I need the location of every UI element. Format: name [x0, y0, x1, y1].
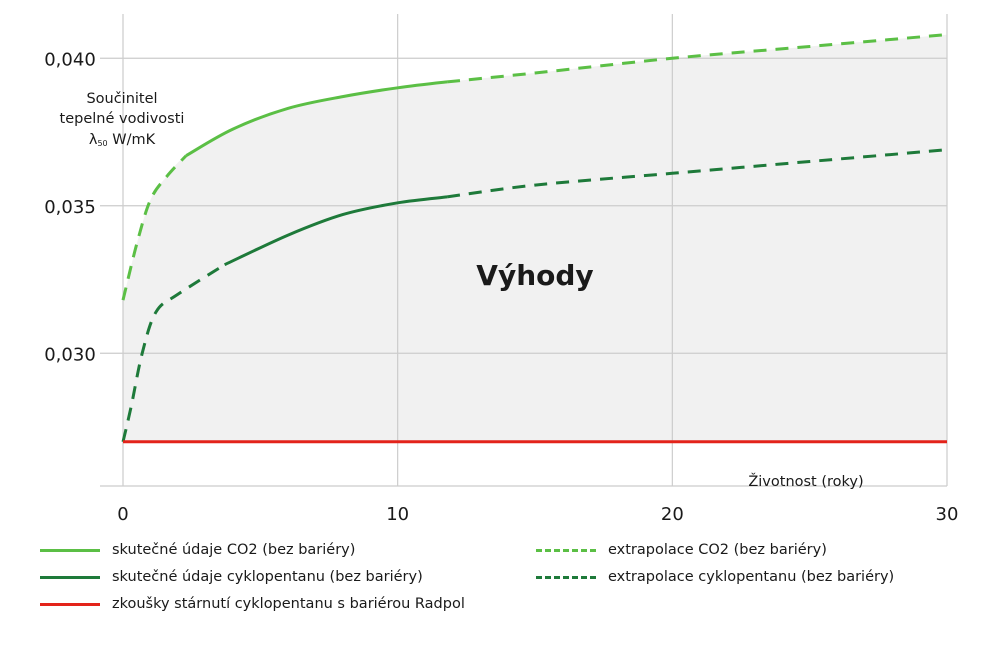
y-axis-label-line3: λ50 W/mK	[89, 132, 156, 148]
legend-label: skutečné údaje CO2 (bez bariéry)	[112, 542, 356, 558]
y-axis-label-line2: tepelné vodivosti	[60, 111, 185, 127]
legend-label: extrapolace CO2 (bez bariéry)	[608, 542, 827, 558]
x-tick-label-3: 30	[936, 504, 959, 525]
y-tick-label-2: 0,040	[44, 49, 96, 70]
y-axis-label-line1: Součinitel	[86, 91, 157, 107]
series	[121, 33, 948, 444]
legend-swatch	[40, 548, 100, 552]
legend-swatch	[536, 548, 596, 552]
series-cyclopentane-extrapolation	[121, 263, 226, 443]
y-axis-subscript: 50	[97, 139, 107, 148]
legend-item-co2-actual: skutečné údaje CO2 (bez bariéry)	[40, 542, 355, 558]
legend-label: zkoušky stárnutí cyklopentanu s bariérou…	[112, 596, 465, 612]
series-cyclopentane-extrapolation-tail	[446, 148, 948, 199]
legend-swatch	[40, 575, 100, 579]
series-cyclopentane-actual	[223, 195, 448, 267]
legend-swatch	[40, 602, 100, 606]
advantage-area-fill	[123, 34, 947, 442]
y-axis-lambda: λ	[89, 132, 98, 148]
annotation-vyhody: Výhody	[476, 259, 593, 292]
x-axis-label: Životnost (roky)	[748, 472, 863, 490]
grid	[100, 14, 948, 487]
series-co2-extrapolation-tail	[446, 33, 948, 84]
ticks: 0 10 20 30 0,030 0,035 0,040	[44, 49, 958, 525]
advantage-area	[123, 34, 947, 442]
legend-label: extrapolace cyklopentanu (bez bariéry)	[608, 569, 895, 585]
legend-item-cyclopentane-extrapolation: extrapolace cyklopentanu (bez bariéry)	[536, 569, 894, 585]
x-tick-label-0: 0	[117, 504, 128, 525]
series-co2-extrapolation	[121, 154, 188, 301]
x-tick-label-2: 20	[661, 504, 684, 525]
legend-swatch	[536, 575, 596, 579]
x-tick-label-1: 10	[386, 504, 409, 525]
y-axis-unit: W/mK	[108, 132, 156, 148]
legend-item-co2-extrapolation: extrapolace CO2 (bez bariéry)	[536, 542, 827, 558]
legend-item-radpol-barrier: zkoušky stárnutí cyklopentanu s bariérou…	[40, 596, 465, 612]
series-co2-actual	[185, 80, 448, 157]
y-tick-label-0: 0,030	[44, 344, 96, 365]
legend-item-cyclopentane-actual: skutečné údaje cyklopentanu (bez bariéry…	[40, 569, 423, 585]
legend-label: skutečné údaje cyklopentanu (bez bariéry…	[112, 569, 423, 585]
y-tick-label-1: 0,035	[44, 197, 96, 218]
